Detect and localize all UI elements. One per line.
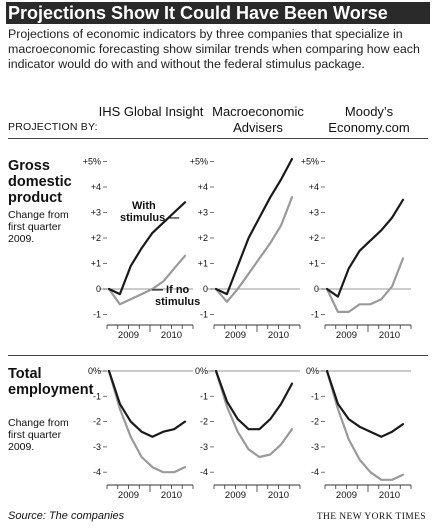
y-tick-label: +1 (309, 259, 319, 269)
series-with-stimulus (325, 369, 405, 438)
series-with-stimulus (214, 157, 294, 296)
y-tick-label: -2 (200, 417, 208, 427)
panel-6: 2009 2010 (317, 369, 412, 501)
series-no-stimulus (214, 369, 294, 459)
x-tick-label: 2010 (268, 490, 289, 501)
y-tick-label: -2 (93, 417, 101, 427)
y-tick-label: -4 (200, 467, 208, 477)
y-tick-label: +4 (198, 182, 208, 192)
panel-2: 2009 2010 (206, 157, 301, 341)
chart-subtitle: Projections of economic indicators by th… (8, 27, 420, 71)
y-tick-label: -4 (311, 467, 319, 477)
y-tick-label: 0 (203, 284, 208, 294)
y-tick-label: -1 (200, 310, 208, 320)
company-header-moodys: Moody’s Economy.com (328, 104, 410, 135)
series-no-stimulus (107, 369, 187, 474)
y-tick-label: +5% (190, 157, 208, 167)
annotation-no-stimulus: — If no stimulus (152, 284, 200, 308)
y-tick-label: -3 (311, 442, 319, 452)
x-tick-label: 2010 (161, 330, 182, 341)
y-tick-label: -1 (311, 310, 319, 320)
annotation-with-stimulus: With stimulus — (120, 200, 179, 224)
y-tick-label: -1 (311, 391, 319, 401)
x-tick-label: 2009 (225, 490, 246, 501)
section-title-gdp: Gross domestic product (8, 158, 72, 206)
company-header-ihs: IHS Global Insight (98, 104, 204, 119)
series-with-stimulus (107, 369, 187, 438)
y-tick-label: +3 (91, 208, 101, 218)
y-tick-label: -1 (200, 391, 208, 401)
series-no-stimulus (325, 369, 405, 481)
x-tick-label: 2010 (268, 330, 289, 341)
y-tick-label: +2 (309, 233, 319, 243)
series-with-stimulus (325, 198, 405, 298)
y-tick-label: 0% (195, 366, 208, 376)
section-subtitle-employment: Change from first quarter 2009. (8, 417, 69, 453)
x-tick-label: 2009 (118, 330, 139, 341)
y-tick-label: +5% (83, 157, 101, 167)
series-with-stimulus (107, 201, 187, 296)
panel-1: 2009 2010 +5% +4 +3 +2 +1 0 -1 +5% +4 +3 +2 +1 0 -1 +5% +… (83, 157, 319, 342)
y-tick-label: +4 (91, 182, 101, 192)
x-tick-label: 2010 (379, 330, 400, 341)
panel-5: 2009 2010 (206, 369, 301, 501)
y-tick-label: +1 (91, 259, 101, 269)
series-no-stimulus (107, 254, 187, 306)
series-with-stimulus (214, 369, 294, 431)
section-title-employment: Total employment (8, 366, 94, 398)
y-tick-label: +5% (301, 157, 319, 167)
header-rule (8, 138, 428, 139)
projection-by-label: PROJECTION BY: (8, 121, 98, 133)
chart-title: Projections Show It Could Have Been Wors… (6, 2, 430, 24)
y-tick-label: -3 (93, 442, 101, 452)
y-tick-label: +4 (309, 182, 319, 192)
series-no-stimulus (325, 257, 405, 313)
y-tick-label: -1 (93, 391, 101, 401)
y-tick-label: +2 (91, 233, 101, 243)
x-tick-label: 2009 (336, 490, 357, 501)
y-tick-label: -3 (200, 442, 208, 452)
x-tick-label: 2009 (118, 490, 139, 501)
y-tick-label: +2 (198, 233, 208, 243)
x-tick-label: 2009 (225, 330, 246, 341)
y-tick-label: 0% (88, 366, 101, 376)
section-subtitle-gdp: Change from first quarter 2009. (8, 209, 69, 245)
source-note: Source: The companies (8, 510, 125, 522)
series-no-stimulus (214, 196, 294, 303)
panel-3: 2009 2010 (317, 161, 412, 341)
y-tick-label: +3 (198, 208, 208, 218)
y-tick-label: 0 (314, 284, 319, 294)
x-tick-label: 2010 (379, 490, 400, 501)
y-tick-label: 0% (306, 366, 319, 376)
credit-line: THE NEW YORK TIMES (316, 512, 426, 522)
y-tick-label: -2 (311, 417, 319, 427)
panel-4: 2009 2010 0% -1 -2 -3 -4 0% -1 -2 -3 -4 0% -1 -2 -3 -4 (88, 366, 319, 501)
y-tick-label: +3 (309, 208, 319, 218)
section-divider (8, 355, 428, 356)
y-tick-label: +1 (198, 259, 208, 269)
y-tick-label: -1 (93, 310, 101, 320)
y-tick-label: -4 (93, 467, 101, 477)
y-tick-label: 0 (96, 284, 101, 294)
x-tick-label: 2009 (336, 330, 357, 341)
x-tick-label: 2010 (161, 490, 182, 501)
company-header-macro: Macroeconomic Advisers (212, 104, 304, 135)
